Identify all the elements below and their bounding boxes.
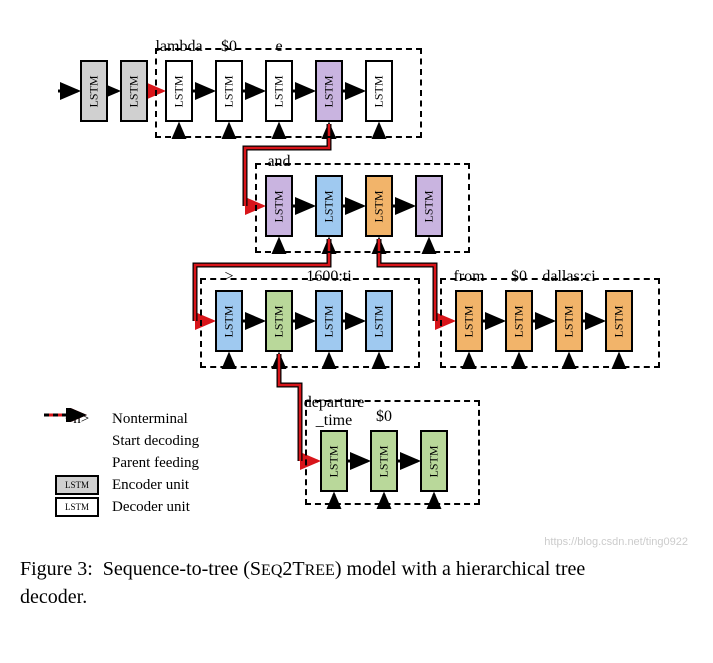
lstm-label: LSTM — [377, 445, 392, 477]
figure-caption: Figure 3: Sequence-to-tree (SEQ2TREE) mo… — [20, 555, 650, 611]
lstm-label: LSTM — [322, 305, 337, 337]
lstm-label: LSTM — [462, 305, 477, 337]
lstm-unit: LSTM — [455, 290, 483, 352]
token-label: > — [204, 268, 254, 286]
token-label: 1600:ti — [289, 268, 369, 286]
lstm-unit: LSTM — [365, 175, 393, 237]
legend-encoder-unit: LSTM Encoder unit — [42, 474, 199, 496]
lstm-unit: LSTM — [415, 175, 443, 237]
lstm-unit: LSTM — [365, 60, 393, 122]
lstm-unit: LSTM — [370, 430, 398, 492]
lstm-unit: LSTM — [505, 290, 533, 352]
token-label: lambda — [154, 38, 204, 56]
token-label: $0 — [359, 408, 409, 426]
seq2tree-diagram: <n> Nonterminal Start decoding Parent fe… — [20, 20, 693, 540]
legend-start-decoding: Start decoding — [42, 430, 199, 452]
encoder-unit-icon: LSTM — [42, 475, 112, 495]
lstm-unit: LSTM — [605, 290, 633, 352]
lstm-unit: LSTM — [120, 60, 148, 122]
lstm-label: LSTM — [427, 445, 442, 477]
legend-nonterminal: <n> Nonterminal — [42, 408, 199, 430]
decoder-unit-icon: LSTM — [42, 497, 112, 517]
lstm-unit: LSTM — [215, 60, 243, 122]
lstm-unit: LSTM — [420, 430, 448, 492]
lstm-label: LSTM — [322, 190, 337, 222]
lstm-label: LSTM — [562, 305, 577, 337]
lstm-unit: LSTM — [165, 60, 193, 122]
token-label: $0 — [204, 38, 254, 56]
lstm-label: LSTM — [422, 190, 437, 222]
lstm-label: LSTM — [372, 190, 387, 222]
lstm-label: LSTM — [87, 75, 102, 107]
legend-decoder-unit: LSTM Decoder unit — [42, 496, 199, 518]
lstm-label: LSTM — [372, 305, 387, 337]
lstm-label: LSTM — [127, 75, 142, 107]
watermark: https://blog.csdn.net/ting0922 — [544, 536, 688, 548]
lstm-label: LSTM — [512, 305, 527, 337]
lstm-label: LSTM — [172, 75, 187, 107]
lstm-unit: LSTM — [555, 290, 583, 352]
legend-parent-feeding: Parent feeding — [42, 452, 199, 474]
lstm-unit: LSTM — [215, 290, 243, 352]
lstm-label: LSTM — [222, 305, 237, 337]
legend: <n> Nonterminal Start decoding Parent fe… — [42, 408, 199, 518]
lstm-label: LSTM — [327, 445, 342, 477]
lstm-unit: LSTM — [365, 290, 393, 352]
lstm-unit: LSTM — [315, 60, 343, 122]
legend-sym-n: <n> — [42, 411, 112, 428]
lstm-unit: LSTM — [265, 290, 293, 352]
lstm-label: LSTM — [612, 305, 627, 337]
token-label: from — [444, 268, 494, 286]
lstm-unit: LSTM — [80, 60, 108, 122]
lstm-label: LSTM — [272, 190, 287, 222]
lstm-label: LSTM — [322, 75, 337, 107]
token-label: and — [254, 153, 304, 171]
lstm-label: LSTM — [372, 75, 387, 107]
lstm-label: LSTM — [272, 305, 287, 337]
lstm-unit: LSTM — [315, 175, 343, 237]
lstm-label: LSTM — [272, 75, 287, 107]
lstm-unit: LSTM — [320, 430, 348, 492]
lstm-unit: LSTM — [315, 290, 343, 352]
lstm-label: LSTM — [222, 75, 237, 107]
token-label: e — [254, 38, 304, 56]
lstm-unit: LSTM — [265, 175, 293, 237]
lstm-unit: LSTM — [265, 60, 293, 122]
token-label: dallas:ci — [529, 268, 609, 286]
